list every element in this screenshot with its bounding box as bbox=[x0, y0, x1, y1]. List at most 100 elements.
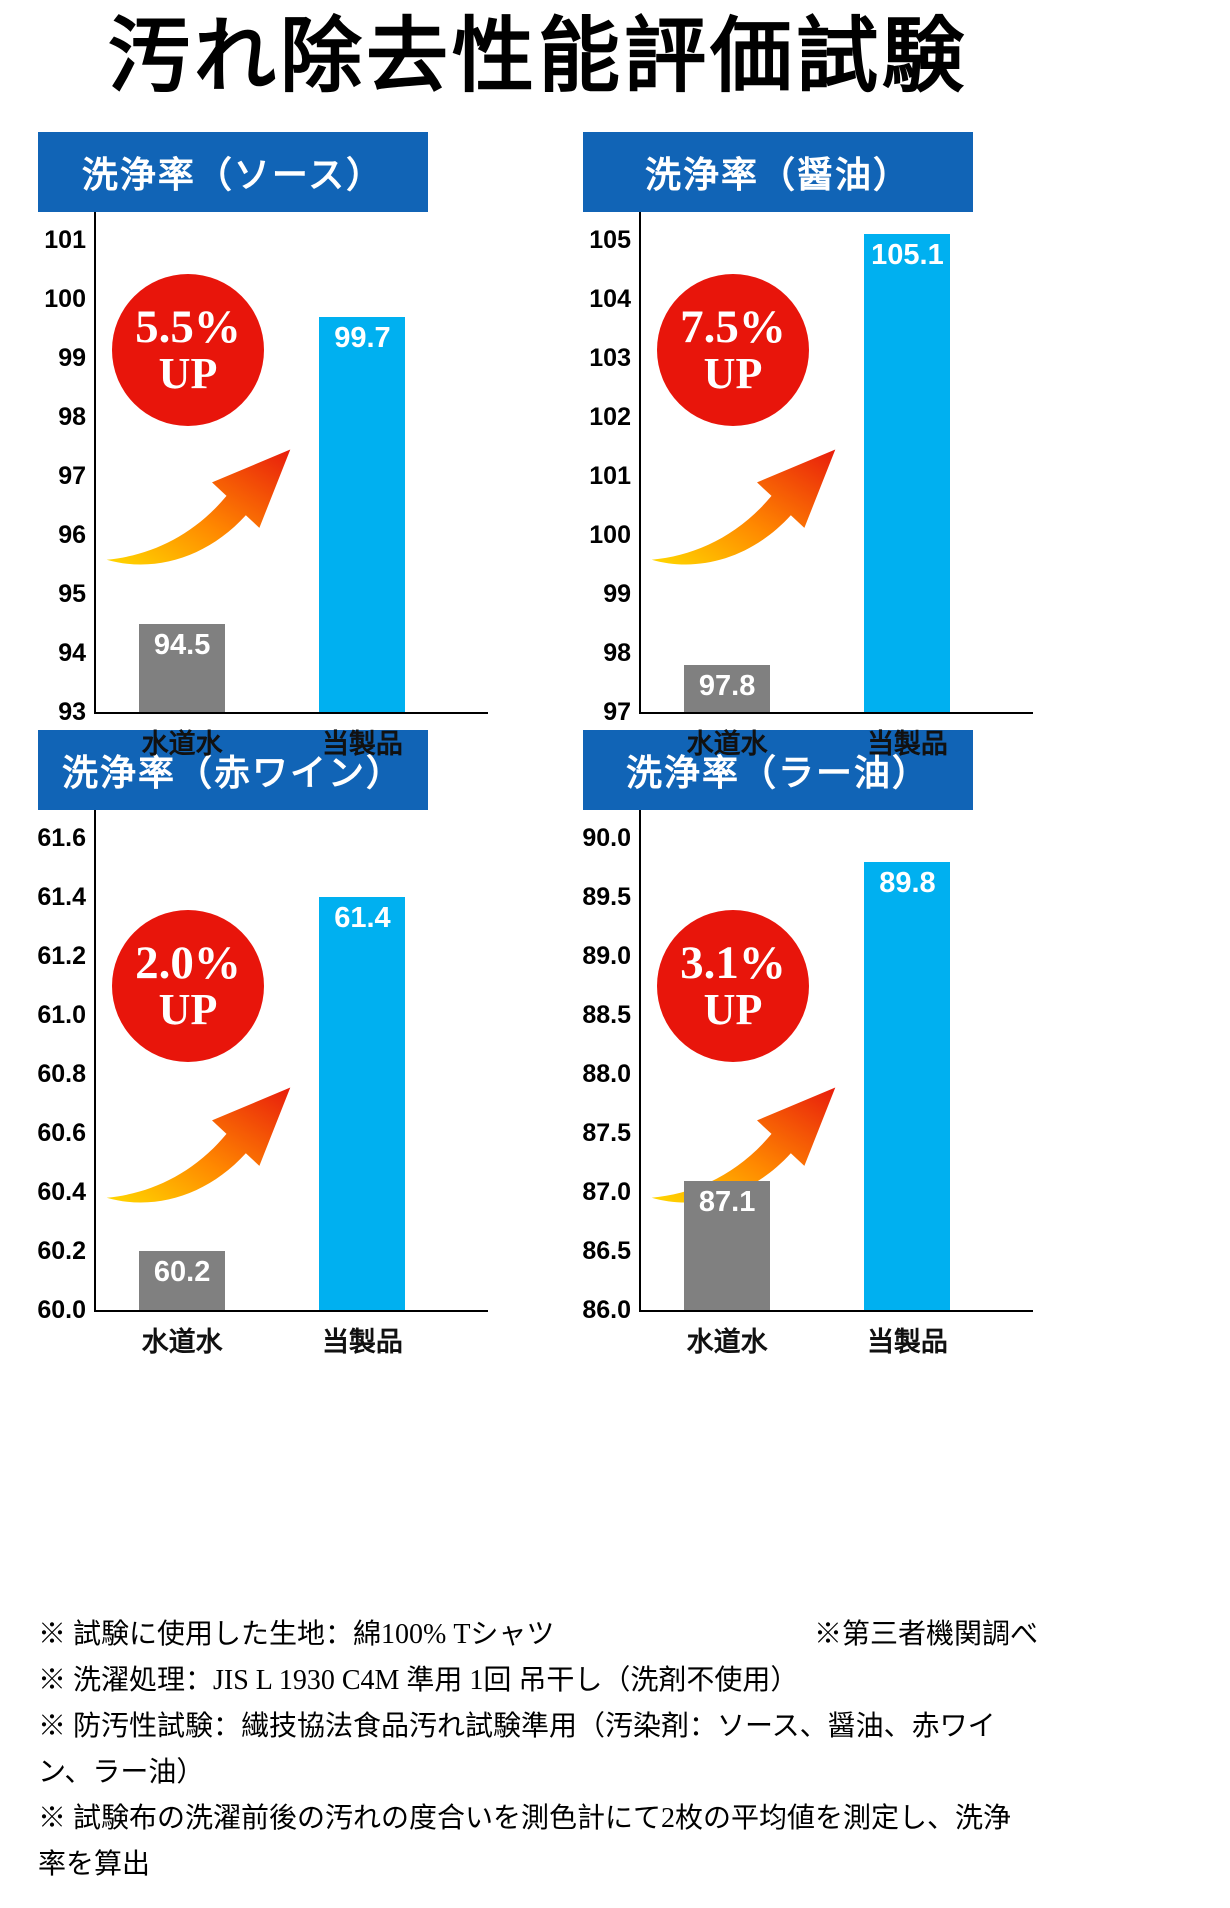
y-tick-label: 87.0 bbox=[582, 1178, 631, 1207]
x-category-label: 当製品 bbox=[321, 1327, 403, 1358]
y-tick-label: 88.5 bbox=[582, 1001, 631, 1030]
y-axis: 90.0 89.5 89.0 88.5 88.0 87.5 87.0 86.5 86.0 bbox=[582, 810, 639, 1324]
chart-title-banner: 洗浄率（ラー油） bbox=[583, 730, 973, 811]
footnote-measurement: ※ 試験布の洗濯前後の汚れの度合いを測色計にて2枚の平均値を測定し、洗浄率を算出 bbox=[38, 1803, 1012, 1881]
y-tick-label: 97 bbox=[603, 698, 631, 727]
bar-value-label: 60.2 bbox=[153, 1256, 211, 1289]
chart-title-banner: 洗浄率（ソース） bbox=[38, 132, 428, 213]
y-tick-label: 93 bbox=[58, 698, 86, 727]
y-tick-label: 100 bbox=[44, 285, 86, 314]
footnote-third-party: ※第三者機関調べ bbox=[813, 1619, 1038, 1651]
bar-value-label: 61.4 bbox=[334, 902, 391, 935]
y-tick-label: 104 bbox=[589, 285, 631, 314]
footnote-antifouling: ※ 防汚性試験：繊技協法食品汚れ試験準用（汚染剤：ソース、醤油、赤ワイン、ラー油… bbox=[38, 1711, 996, 1789]
chart-grid: 洗浄率（ソース） 101 100 99 98 97 96 95 94 93 5.5% UP 94… bbox=[37, 132, 1038, 1357]
y-tick-label: 99 bbox=[603, 580, 631, 609]
improvement-badge: 3.1% UP bbox=[657, 910, 809, 1063]
footnote-fabric: ※ 試験に使用した生地：綿100% Tシャツ bbox=[38, 1619, 555, 1651]
chart-title: 洗浄率（ソース） bbox=[81, 154, 385, 196]
badge-percent: 5.5% bbox=[135, 300, 241, 353]
badge-up-label: UP bbox=[158, 984, 218, 1034]
y-tick-label: 61.4 bbox=[37, 883, 86, 912]
y-tick-label: 86.5 bbox=[582, 1237, 631, 1266]
chart-title: 洗浄率（赤ワイン） bbox=[61, 752, 404, 794]
y-tick-label: 100 bbox=[589, 521, 631, 550]
y-tick-label: 88.0 bbox=[582, 1060, 631, 1089]
bar-value-label: 105.1 bbox=[871, 239, 944, 272]
y-tick-label: 98 bbox=[58, 403, 86, 432]
y-tick-label: 60.6 bbox=[37, 1119, 86, 1148]
up-arrow-icon bbox=[651, 449, 836, 565]
plot-area: 3.1% UP 87.1 水道水 89.8 当製品 bbox=[639, 810, 1033, 1357]
x-category-label: 水道水 bbox=[686, 1327, 768, 1358]
y-tick-label: 61.6 bbox=[37, 824, 86, 853]
y-axis: 105 104 103 102 101 100 99 98 97 bbox=[583, 212, 639, 726]
badge-up-label: UP bbox=[158, 348, 218, 398]
badge-percent: 3.1% bbox=[680, 936, 786, 989]
y-tick-label: 101 bbox=[589, 462, 631, 491]
y-tick-label: 97 bbox=[58, 462, 86, 491]
y-axis: 61.6 61.4 61.2 61.0 60.8 60.6 60.4 60.2 60.0 bbox=[37, 810, 94, 1324]
x-category-label: 当製品 bbox=[321, 729, 403, 760]
bar-value-label: 97.8 bbox=[698, 670, 756, 703]
plot-area: 5.5% UP 94.5 水道水 99.7 当製品 bbox=[94, 212, 488, 759]
y-tick-label: 99 bbox=[58, 344, 86, 373]
x-category-label: 水道水 bbox=[686, 729, 768, 760]
y-tick-label: 94 bbox=[58, 639, 86, 668]
chart-title-banner: 洗浄率（赤ワイン） bbox=[38, 730, 428, 811]
bar-chart: 61.6 61.4 61.2 61.0 60.8 60.6 60.4 60.2 60.0 2.0… bbox=[37, 810, 488, 1357]
x-category-label: 水道水 bbox=[141, 729, 223, 760]
chart-title: 洗浄率（ラー油） bbox=[625, 752, 930, 794]
badge-up-label: UP bbox=[703, 348, 763, 398]
y-tick-label: 61.0 bbox=[37, 1001, 86, 1030]
y-tick-label: 98 bbox=[603, 639, 631, 668]
bar-chart: 105 104 103 102 101 100 99 98 97 7.5% UP 97.8 水道水… bbox=[583, 212, 1033, 759]
y-tick-label: 105 bbox=[589, 226, 631, 255]
bar-tap-water: 60.2 bbox=[139, 1251, 226, 1311]
improvement-badge: 7.5% UP bbox=[657, 274, 809, 427]
x-category-label: 当製品 bbox=[866, 729, 948, 760]
bar-chart: 101 100 99 98 97 96 95 94 93 5.5% UP 94.5 水道水 99.7… bbox=[38, 212, 488, 759]
chart-panel-chili-oil: 洗浄率（ラー油） 90.0 89.5 89.0 88.5 88.0 87.5 87.0 86.… bbox=[582, 730, 1033, 1357]
y-tick-label: 60.2 bbox=[37, 1237, 86, 1266]
y-tick-label: 89.5 bbox=[582, 883, 631, 912]
footnote-washing: ※ 洗濯処理：JIS L 1930 C4M 準用 1回 吊干し（洗剤不使用） bbox=[38, 1665, 799, 1697]
y-tick-label: 60.8 bbox=[37, 1060, 86, 1089]
bar-value-label: 87.1 bbox=[698, 1185, 756, 1218]
badge-up-label: UP bbox=[703, 984, 763, 1034]
bar-value-label: 99.7 bbox=[334, 322, 391, 355]
improvement-badge: 2.0% UP bbox=[112, 910, 264, 1063]
plot-area: 2.0% UP 60.2 水道水 61.4 当製品 bbox=[94, 810, 488, 1357]
x-category-label: 当製品 bbox=[866, 1327, 948, 1358]
chart-panel-soy-sauce: 洗浄率（醤油） 105 104 103 102 101 100 99 98 97 7.5% UP… bbox=[583, 132, 1033, 759]
bar-product: 99.7 bbox=[319, 317, 406, 713]
page-title: 汚れ除去性能評価試験 bbox=[107, 11, 968, 102]
bar-product: 105.1 bbox=[864, 234, 951, 713]
chart-panel-red-wine: 洗浄率（赤ワイン） 61.6 61.4 61.2 61.0 60.8 60.6 60.4 60… bbox=[37, 730, 488, 1357]
y-tick-label: 103 bbox=[589, 344, 631, 373]
y-tick-label: 60.4 bbox=[37, 1178, 86, 1207]
up-arrow-icon bbox=[106, 449, 291, 565]
bar-value-label: 94.5 bbox=[153, 628, 211, 661]
plot-area: 7.5% UP 97.8 水道水 105.1 当製品 bbox=[639, 212, 1033, 759]
bar-chart: 90.0 89.5 89.0 88.5 88.0 87.5 87.0 86.5 86.0 3.1… bbox=[582, 810, 1033, 1357]
chart-panel-sauce: 洗浄率（ソース） 101 100 99 98 97 96 95 94 93 5.5% UP 94… bbox=[38, 132, 488, 759]
bar-tap-water: 97.8 bbox=[684, 665, 771, 713]
x-category-label: 水道水 bbox=[141, 1327, 223, 1358]
y-tick-label: 89.0 bbox=[582, 942, 631, 971]
bar-tap-water: 87.1 bbox=[684, 1180, 771, 1311]
bar-product: 89.8 bbox=[864, 861, 951, 1311]
y-tick-label: 102 bbox=[589, 403, 631, 432]
y-tick-label: 60.0 bbox=[37, 1296, 86, 1325]
y-tick-label: 95 bbox=[58, 580, 86, 609]
y-tick-label: 86.0 bbox=[582, 1296, 631, 1325]
bar-tap-water: 94.5 bbox=[139, 623, 226, 713]
content: 汚れ除去性能評価試験 洗浄率（ソース） 101 100 99 98 97 96 95 94 93… bbox=[37, 8, 1038, 1888]
bar-product: 61.4 bbox=[319, 897, 406, 1311]
footnotes: ※ 試験に使用した生地：綿100% Tシャツ ※第三者機関調べ ※ 洗濯処理：J… bbox=[38, 1612, 1038, 1888]
y-tick-label: 87.5 bbox=[582, 1119, 631, 1148]
chart-title-banner: 洗浄率（醤油） bbox=[583, 132, 973, 213]
badge-percent: 2.0% bbox=[135, 936, 241, 989]
badge-percent: 7.5% bbox=[680, 300, 786, 353]
y-axis: 101 100 99 98 97 96 95 94 93 bbox=[38, 212, 94, 726]
